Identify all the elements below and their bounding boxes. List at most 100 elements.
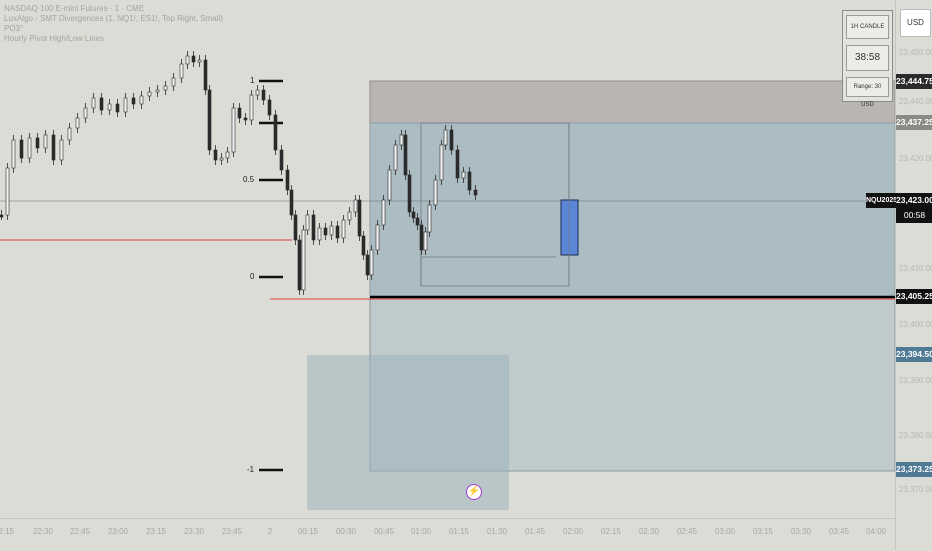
price-tag-current: 23,423.00 bbox=[896, 193, 932, 208]
candle-body bbox=[59, 139, 64, 161]
price-tag-discount: 23,394.50 bbox=[896, 347, 932, 362]
candle-widget-range: Range: 30 USD bbox=[846, 77, 889, 108]
price-label: 23,440.00 bbox=[899, 97, 932, 106]
candle-widget-title: 1H CANDLE PO3° bbox=[846, 15, 889, 52]
candle-body bbox=[353, 199, 358, 213]
po3-zone-upper bbox=[370, 123, 895, 297]
candle-body bbox=[369, 249, 374, 276]
price-tag-low: 23,373.25 bbox=[896, 462, 932, 477]
price-axis[interactable]: 23,450.00 23,440.00 23,420.00 23,410.00 … bbox=[866, 0, 932, 550]
indicator-legend[interactable]: NASDAQ 100 E-mini Futures · 1 · CME LuxA… bbox=[4, 4, 223, 44]
candle-body bbox=[449, 129, 454, 151]
time-label: 04:00 bbox=[865, 527, 887, 536]
candle-widget-timer: 38:58 bbox=[846, 45, 889, 71]
legend-po3[interactable]: PO3° bbox=[4, 24, 24, 33]
price-label: 23,370.00 bbox=[899, 485, 932, 494]
time-label: 01:00 bbox=[410, 527, 432, 536]
candle-body bbox=[381, 199, 386, 226]
time-label: 23:45 bbox=[221, 527, 243, 536]
alert-bolt-icon[interactable]: ⚡ bbox=[466, 484, 482, 500]
candle-body bbox=[51, 134, 56, 161]
candle-body bbox=[455, 149, 460, 179]
time-label: 23:00 bbox=[107, 527, 129, 536]
candle-body bbox=[273, 114, 278, 151]
currency-button[interactable]: USD bbox=[900, 9, 931, 37]
candle-body bbox=[415, 217, 420, 226]
price-candles bbox=[0, 51, 478, 295]
time-label: 02:45 bbox=[676, 527, 698, 536]
candle-body bbox=[473, 189, 478, 196]
current-candle[interactable] bbox=[560, 199, 579, 256]
legend-symbol[interactable]: NASDAQ 100 E-mini Futures · 1 · CME bbox=[4, 4, 145, 13]
price-label: 23,420.00 bbox=[899, 154, 932, 163]
candle-body bbox=[123, 97, 128, 113]
fib-label-0: 0 bbox=[250, 272, 255, 281]
candle-body bbox=[197, 59, 202, 63]
candle-body bbox=[461, 171, 466, 179]
candle-body bbox=[311, 214, 316, 241]
candle-body bbox=[139, 95, 144, 105]
candle-body bbox=[83, 107, 88, 119]
candle-body bbox=[317, 227, 322, 241]
candle-body bbox=[289, 189, 294, 216]
price-label: 23,410.00 bbox=[899, 264, 932, 273]
fib-label-1: 1 bbox=[250, 76, 255, 85]
candle-body bbox=[27, 137, 32, 159]
candle-body bbox=[285, 169, 290, 191]
time-label: 22:45 bbox=[69, 527, 91, 536]
candle-body bbox=[115, 103, 120, 113]
candle-body bbox=[213, 149, 218, 161]
candle-body bbox=[179, 63, 184, 79]
price-tag-symbol: NQU2025 bbox=[866, 193, 897, 208]
time-label: 00:15 bbox=[297, 527, 319, 536]
time-label: 22:15 bbox=[0, 527, 15, 536]
candle-body bbox=[35, 137, 40, 149]
premium-zone bbox=[369, 80, 895, 124]
candle-body bbox=[439, 144, 444, 181]
candle-body bbox=[237, 107, 242, 119]
candle-body bbox=[163, 85, 168, 91]
candle-body bbox=[323, 227, 328, 236]
candle-body bbox=[267, 99, 272, 116]
candle-body bbox=[347, 211, 352, 221]
candle-body bbox=[255, 89, 260, 96]
candle-body bbox=[335, 225, 340, 239]
time-label: 23:15 bbox=[145, 527, 167, 536]
candle-body bbox=[91, 97, 96, 109]
candle-body bbox=[329, 225, 334, 236]
legend-smt[interactable]: LuxAlgo - SMT Divergences (1, NQ1!, ES1!… bbox=[4, 14, 223, 23]
candle-body bbox=[185, 55, 190, 65]
candle-body bbox=[301, 229, 306, 291]
candle-body bbox=[297, 239, 302, 291]
time-label: 00:45 bbox=[373, 527, 395, 536]
candle-body bbox=[399, 134, 404, 146]
candle-body bbox=[341, 219, 346, 239]
candle-body bbox=[207, 89, 212, 151]
candle-body bbox=[261, 89, 266, 101]
candle-body bbox=[67, 127, 72, 141]
time-label: 02:15 bbox=[600, 527, 622, 536]
candle-body bbox=[279, 149, 284, 171]
candle-body bbox=[467, 171, 472, 191]
price-tag-premium: 23,437.25 bbox=[896, 115, 932, 130]
candle-body bbox=[387, 169, 392, 201]
fib-label-minus1: -1 bbox=[247, 465, 255, 474]
time-axis[interactable]: 22:15 22:30 22:45 23:00 23:15 23:30 23:4… bbox=[0, 518, 895, 551]
candle-body bbox=[423, 231, 428, 251]
candle-body bbox=[171, 77, 176, 87]
candle-body bbox=[357, 199, 362, 237]
chart-area[interactable]: NASDAQ 100 E-mini Futures · 1 · CME LuxA… bbox=[0, 0, 895, 518]
time-label: 03:45 bbox=[828, 527, 850, 536]
candle-body bbox=[0, 214, 4, 218]
legend-pivots[interactable]: Hourly Pivot High/Low Lines bbox=[4, 34, 105, 43]
candle-body bbox=[393, 144, 398, 171]
time-label: 00:30 bbox=[335, 527, 357, 536]
price-chart[interactable] bbox=[0, 0, 895, 518]
candle-body bbox=[249, 94, 254, 121]
price-label: 23,390.00 bbox=[899, 376, 932, 385]
candle-body bbox=[219, 157, 224, 161]
price-tag-support: 23,405.25 bbox=[896, 289, 932, 304]
price-label: 23,450.00 bbox=[899, 48, 932, 57]
candle-body bbox=[131, 97, 136, 105]
candle-body bbox=[375, 224, 380, 251]
